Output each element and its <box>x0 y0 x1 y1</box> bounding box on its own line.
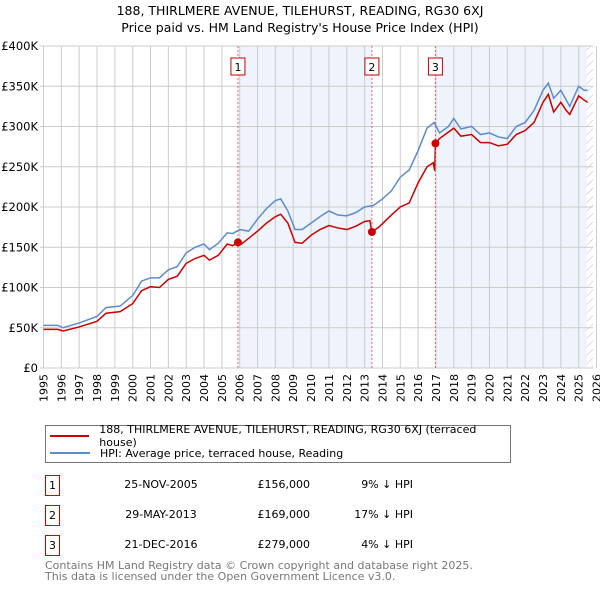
x-tick-label: 2001 <box>145 374 158 402</box>
x-tick-label: 2024 <box>555 374 568 402</box>
y-tick-label: £150K <box>1 240 38 254</box>
x-tick-label: 2015 <box>394 374 407 402</box>
sale-point <box>233 238 242 247</box>
x-tick-label: 2010 <box>305 374 318 402</box>
legend-label-hpi: HPI: Average price, terraced house, Read… <box>100 446 344 460</box>
sale-label-box <box>230 57 246 76</box>
blue-line-swatch <box>50 452 90 454</box>
footer: Contains HM Land Registry data © Crown c… <box>45 560 473 582</box>
x-tick-label: 2007 <box>252 374 265 402</box>
sale-hpi-diff: 17% ↓ HPI <box>354 508 413 521</box>
y-tick-label: £0 <box>23 361 38 375</box>
x-tick-label: 2026 <box>591 374 600 402</box>
legend: 188, THIRLMERE AVENUE, TILEHURST, READIN… <box>45 423 511 463</box>
chart-subtitle: Price paid vs. HM Land Registry's House … <box>121 20 479 35</box>
x-tick-label: 2009 <box>287 374 300 402</box>
chart-title: 188, THIRLMERE AVENUE, TILEHURST, READIN… <box>116 3 484 18</box>
footer-copyright: Contains HM Land Registry data © Crown c… <box>45 559 473 572</box>
y-tick-label: £400K <box>1 39 38 53</box>
x-tick-label: 2016 <box>412 374 425 402</box>
x-tick-label: 2020 <box>483 374 496 402</box>
sale-label: 3 <box>432 61 439 74</box>
sale-price: £169,000 <box>257 508 311 521</box>
sale-marker-badge: 3 <box>45 535 60 556</box>
sale-marker-badge: 2 <box>45 505 60 526</box>
sale-hpi-diff: 4% ↓ HPI <box>361 538 413 551</box>
x-tick-label: 2014 <box>376 374 389 402</box>
x-tick-label: 2002 <box>162 374 175 402</box>
sale-point <box>367 227 376 236</box>
y-tick-label: £100K <box>1 281 38 295</box>
sale-label: 1 <box>234 61 241 74</box>
sale-date: 29-MAY-2013 <box>125 508 197 521</box>
y-tick-label: £350K <box>1 79 38 93</box>
x-tick-label: 2025 <box>573 374 586 402</box>
x-tick-label: 2005 <box>216 374 229 402</box>
sale-label-box <box>427 57 443 76</box>
x-tick-label: 2000 <box>127 374 140 402</box>
sale-date: 25-NOV-2005 <box>124 478 198 491</box>
x-tick-label: 2008 <box>269 374 282 402</box>
property-price-line <box>43 92 589 332</box>
y-tick-label: £50K <box>9 321 39 335</box>
sale-label-box <box>364 57 380 76</box>
x-tick-label: 1998 <box>91 374 104 402</box>
x-tick-label: 2022 <box>519 374 532 402</box>
x-tick-label: 1997 <box>73 374 86 402</box>
x-tick-label: 2021 <box>501 374 514 402</box>
hpi-line <box>43 81 588 329</box>
x-tick-label: 2006 <box>234 374 247 402</box>
x-tick-label: 2019 <box>466 374 479 402</box>
x-tick-label: 2012 <box>341 374 354 402</box>
x-tick-label: 1996 <box>55 374 68 402</box>
legend-item-property: 188, THIRLMERE AVENUE, TILEHURST, READIN… <box>50 423 510 449</box>
x-tick-label: 2018 <box>448 374 461 402</box>
x-tick-label: 2013 <box>359 374 372 402</box>
legend-label-property: 188, THIRLMERE AVENUE, TILEHURST, READIN… <box>99 423 477 449</box>
legend-item-hpi: HPI: Average price, terraced house, Read… <box>50 445 343 461</box>
sale-hpi-diff: 9% ↓ HPI <box>361 478 413 491</box>
x-tick-label: 2011 <box>323 374 336 402</box>
y-tick-label: £200K <box>1 200 38 214</box>
x-tick-label: 2003 <box>180 374 193 402</box>
sale-price: £279,000 <box>257 538 311 551</box>
sale-point <box>431 139 440 148</box>
sale-marker-badge: 1 <box>45 475 60 496</box>
y-tick-label: £300K <box>1 120 38 134</box>
x-tick-label: 2023 <box>537 374 550 402</box>
y-tick-label: £250K <box>1 160 38 174</box>
sale-label: 2 <box>368 61 375 74</box>
red-line-swatch <box>50 435 90 437</box>
x-tick-label: 2017 <box>430 374 443 402</box>
x-tick-label: 1995 <box>38 374 51 402</box>
sale-date: 21-DEC-2016 <box>124 538 198 551</box>
plot-area: 1995 1996 1997 1998 1999 2000 2001 2002 2003 2004… <box>1 39 600 402</box>
x-tick-label: 1999 <box>109 374 122 402</box>
x-tick-label: 2004 <box>198 374 211 402</box>
sale-price: £156,000 <box>257 478 311 491</box>
footer-licence: This data is licensed under the Open Gov… <box>45 570 396 583</box>
